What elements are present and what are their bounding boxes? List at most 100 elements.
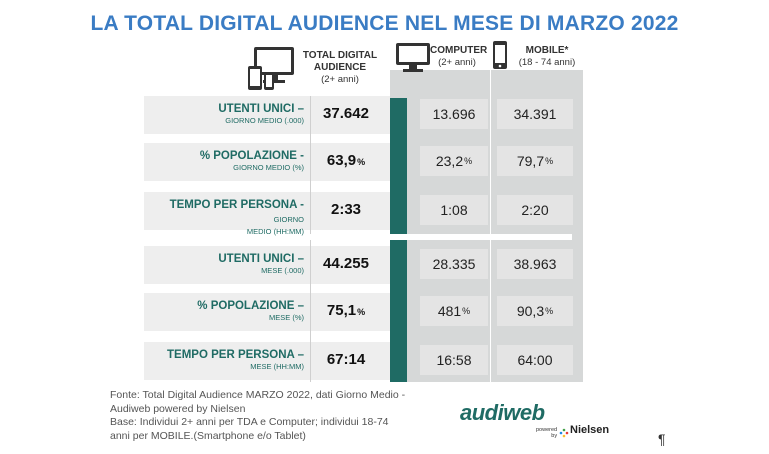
row-label-text: % POPOLAZIONE –: [197, 300, 304, 312]
tda-header-line1: TOTAL DIGITAL: [302, 50, 378, 61]
footer-line1: Fonte: Total Digital Audience MARZO 2022…: [110, 389, 406, 401]
row-band-tda: [311, 293, 390, 331]
mobile-value-number: 2:20: [521, 202, 549, 218]
row-label-sub: MEDIO (HH:MM): [246, 227, 304, 236]
row-label-inline-sub: GIORNO: [273, 215, 304, 224]
multi-device-icon: [248, 44, 300, 97]
percent-sign: %: [357, 307, 366, 317]
tda-value: 63,9%: [311, 152, 381, 169]
computer-value-number: 1:08: [440, 202, 468, 218]
mobile-value-number: 90,3: [516, 303, 545, 319]
nielsen-mark-icon: [559, 425, 569, 443]
computer-value-number: 481: [437, 303, 462, 319]
row-label: UTENTI UNICI – MESE (.000): [140, 252, 304, 276]
mobile-header-label: MOBILE*: [525, 45, 569, 56]
row-label-main: UTENTI UNICI –: [140, 102, 304, 116]
row-label-sub: GIORNO MEDIO (.000): [225, 116, 304, 125]
mobile-value-number: 79,7: [516, 153, 545, 169]
tda-value-number: 44.255: [323, 255, 369, 272]
tda-value: 67:14: [311, 351, 381, 368]
computer-value: 13.696: [420, 99, 488, 129]
computer-value-number: 16:58: [436, 352, 472, 368]
logo-powered-text: powered: [536, 427, 558, 433]
footer-note: Fonte: Total Digital Audience MARZO 2022…: [110, 389, 430, 443]
computer-header: COMPUTER (2+ anni): [430, 45, 488, 69]
row-label: UTENTI UNICI – GIORNO MEDIO (.000): [140, 102, 304, 126]
row-band-tda: [311, 342, 390, 380]
audiweb-logo-brand: audiweb: [460, 400, 545, 425]
computer-value-number: 23,2: [435, 153, 464, 169]
percent-sign: %: [357, 157, 366, 167]
tda-value: 44.255: [311, 255, 381, 272]
tda-value-number: 63,9: [326, 152, 357, 169]
mobile-value: 90,3%: [497, 296, 573, 326]
percent-sign: %: [545, 156, 554, 166]
row-label: % POPOLAZIONE - GIORNO MEDIO (%): [140, 149, 304, 173]
mobile-header: MOBILE* (18 - 74 anni): [512, 45, 582, 69]
mobile-header-sub: (18 - 74 anni): [518, 57, 576, 68]
row-label-text: TEMPO PER PERSONA –: [167, 349, 304, 361]
tda-header-label: TOTAL DIGITAL AUDIENCE (2+ anni): [300, 50, 380, 86]
audiweb-logo: audiweb powered by Nielsen: [458, 400, 618, 440]
mobile-value: 79,7%: [497, 146, 573, 176]
smartphone-icon: [492, 40, 508, 75]
footer-line4: anni per MOBILE.(Smartphone e/o Tablet): [110, 429, 306, 442]
row-label-text: UTENTI UNICI –: [218, 103, 304, 115]
mobile-value: 34.391: [497, 99, 573, 129]
percent-sign: %: [464, 156, 473, 166]
footer-line3: Base: Individui 2+ anni per TDA e Comput…: [110, 416, 389, 428]
row-band: [144, 96, 310, 134]
computer-value: 1:08: [420, 195, 488, 225]
mobile-value: 38.963: [497, 249, 573, 279]
panel-accent-bar: [390, 98, 407, 382]
row-label-text: UTENTI UNICI –: [218, 253, 304, 265]
computer-header-label: COMPUTER: [430, 45, 488, 56]
tda-value: 75,1%: [311, 302, 381, 319]
row-label-main: % POPOLAZIONE –: [140, 299, 304, 313]
row-label-sub: GIORNO MEDIO (%): [233, 163, 304, 172]
mobile-value-number: 34.391: [513, 106, 557, 122]
computer-value: 481%: [420, 296, 488, 326]
tda-value-number: 67:14: [326, 351, 366, 368]
row-band: [144, 246, 310, 284]
pilcrow-mark: ¶: [658, 431, 666, 447]
computer-value: 16:58: [420, 345, 488, 375]
row-label-sub: MESE (HH:MM): [250, 362, 304, 371]
mobile-value: 64:00: [497, 345, 573, 375]
row-label-main: TEMPO PER PERSONA –: [140, 348, 304, 362]
row-band: [144, 342, 310, 380]
computer-value: 23,2%: [420, 146, 488, 176]
row-band: [144, 192, 310, 230]
row-label-main: UTENTI UNICI –: [140, 252, 304, 266]
computer-value: 28.335: [420, 249, 488, 279]
row-label-text: TEMPO PER PERSONA -: [169, 199, 304, 211]
audiweb-logo-powered: powered by: [536, 427, 557, 439]
row-label-sub: MESE (.000): [261, 266, 304, 275]
row-band: [144, 143, 310, 181]
tda-value: 37.642: [311, 105, 381, 122]
tda-value-number: 75,1: [326, 302, 357, 319]
footer-line2: Audiweb powered by Nielsen: [110, 402, 246, 415]
row-band: [144, 293, 310, 331]
row-label: % POPOLAZIONE – MESE (%): [140, 299, 304, 323]
computer-header-sub: (2+ anni): [438, 57, 476, 68]
row-label-sub: MESE (%): [268, 313, 304, 322]
row-label: TEMPO PER PERSONA – MESE (HH:MM): [140, 348, 304, 372]
tda-header-sub: (2+ anni): [321, 74, 359, 85]
computer-value-number: 28.335: [432, 256, 476, 272]
nielsen-logo-text: Nielsen: [570, 424, 610, 436]
row-label-main: % POPOLAZIONE -: [140, 149, 304, 163]
mobile-value-number: 38.963: [513, 256, 557, 272]
logo-by-text: by: [551, 433, 558, 439]
row-band-tda: [311, 192, 390, 230]
page-title: LA TOTAL DIGITAL AUDIENCE NEL MESE DI MA…: [90, 12, 679, 35]
tda-value-number: 2:33: [330, 201, 362, 218]
mobile-value: 2:20: [497, 195, 573, 225]
tda-value-number: 37.642: [323, 105, 369, 122]
row-band-tda: [311, 96, 390, 134]
row-label: TEMPO PER PERSONA - GIORNO MEDIO (HH:MM): [140, 198, 304, 237]
percent-sign: %: [545, 306, 554, 316]
computer-value-number: 13.696: [432, 106, 476, 122]
row-label-main: TEMPO PER PERSONA - GIORNO: [140, 198, 304, 227]
tda-value: 2:33: [311, 201, 381, 218]
